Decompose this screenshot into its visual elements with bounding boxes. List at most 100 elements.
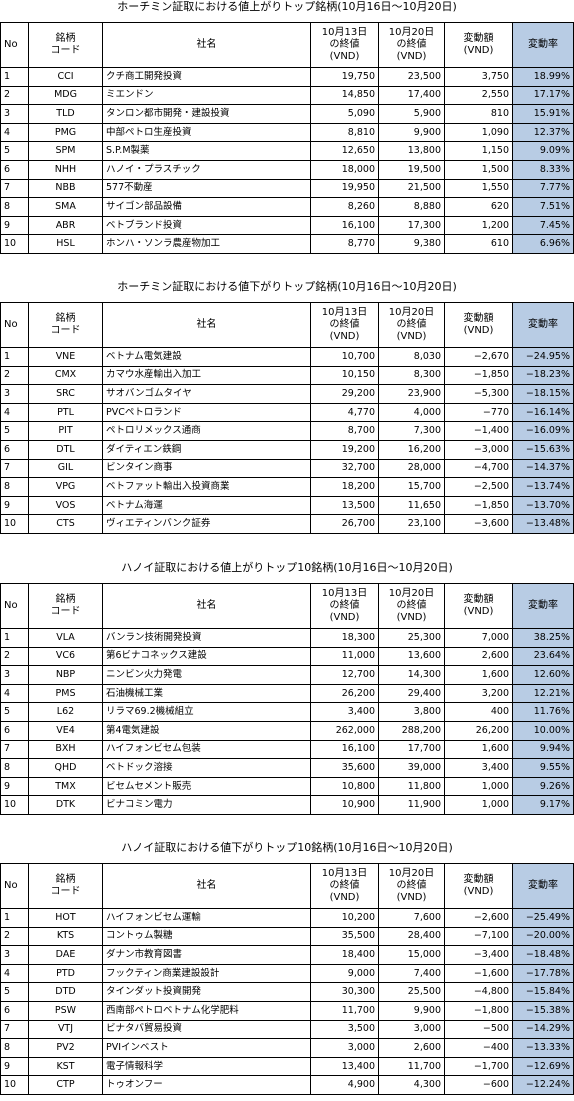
cell: ABR (28, 215, 103, 236)
cell: 3,400 (310, 702, 379, 722)
cell: 12.60% (512, 665, 574, 685)
cell: L62 (28, 702, 103, 722)
header-text: 10月13日 (321, 868, 368, 879)
cell: DTD (28, 982, 103, 1002)
cell: −18.48% (512, 945, 574, 965)
cell: −12.24% (512, 1075, 574, 1095)
header-text: の終値 (396, 319, 427, 330)
cell: 610 (444, 234, 513, 254)
cell: 3 (0, 384, 29, 404)
data-row: 2 CMX カマウ水産輸出入加工 10,150 8,300 −1,850 −18.23% (0, 365, 574, 386)
cell: 6 (0, 439, 29, 460)
data-row: 5 PIT ペトロリメックス通商 8,700 7,300 −1,400 −16.09% (0, 421, 574, 441)
header-text: (VND) (396, 331, 427, 342)
header-text: 銘柄 (55, 594, 76, 605)
section-title: ハノイ証取における値下がりトップ10銘柄(10月16日～10月20日) (121, 841, 453, 854)
cell: 1,600 (444, 665, 513, 685)
cell: 23.64% (512, 646, 574, 667)
header-cell: No (0, 583, 29, 629)
header-text: (VND) (396, 612, 427, 623)
data-row: 3 TLD タンロン都市開発・建設投資 5,090 5,900 810 15.91% (0, 104, 574, 124)
cell: QHD (28, 758, 103, 778)
cell: 39,000 (378, 758, 445, 778)
header-text: コード (50, 886, 81, 897)
cell: PMG (28, 122, 103, 143)
header-text: の終値 (329, 319, 360, 330)
data-row: 7 BXH ハイフォンビセム包装 16,100 17,700 1,600 9.94% (0, 739, 574, 760)
cell: 9.94% (512, 739, 574, 760)
cell: 10,150 (310, 365, 379, 386)
cell: 29,200 (310, 384, 379, 404)
header-text: 変動率 (528, 600, 558, 611)
cell: 3,400 (444, 758, 513, 778)
cell: 1,200 (444, 215, 513, 236)
header-cell: 銘柄 コード (28, 22, 103, 68)
cell: 5 (0, 702, 29, 722)
cell: 7,400 (378, 963, 445, 984)
cell: 8 (0, 197, 29, 217)
cell: −770 (444, 402, 513, 423)
data-row: 6 VE4 第4電気建設 262,000 288,200 26,200 10.00% (0, 720, 574, 741)
cell: S.P.M製薬 (102, 141, 311, 161)
header-text: (VND) (329, 51, 360, 62)
cell: 25,300 (378, 628, 445, 648)
cell: 14,850 (310, 85, 379, 106)
header-text: 10月13日 (321, 588, 368, 599)
cell: DTL (28, 439, 103, 460)
cell: −14.29% (512, 1019, 574, 1040)
header-cell: 変動額 (VND) (444, 22, 513, 68)
header-text: 10月20日 (388, 307, 435, 318)
header-text: No (4, 600, 18, 611)
header-cell: 社名 (102, 302, 311, 348)
header-text: (VND) (463, 325, 494, 336)
cell: 23,100 (378, 514, 445, 534)
header-text: の終値 (396, 39, 427, 50)
cell: −3,600 (444, 514, 513, 534)
cell: DTK (28, 795, 103, 815)
cell: ペトロリメックス通商 (102, 421, 311, 441)
cell: NBP (28, 665, 103, 685)
header-text: (VND) (396, 51, 427, 62)
header-text: 銘柄 (55, 874, 76, 885)
cell: −20.00% (512, 926, 574, 947)
cell: 8,770 (310, 234, 379, 254)
cell: ハイフォンビセム運輸 (102, 908, 311, 928)
cell: 2 (0, 646, 29, 667)
cell: 3,000 (378, 1019, 445, 1040)
cell: PSW (28, 1000, 103, 1021)
data-row: 10 HSL ホンハ・ソンラ農産物加工 8,770 9,380 610 6.96% (0, 234, 574, 254)
header-row: No 銘柄 コード 社名 10月13日 の終値 (VND) 10月20日 の終値 (VND) 変動額… (0, 22, 574, 68)
cell: PMS (28, 683, 103, 704)
cell: 18.99% (512, 67, 574, 87)
cell: 4,900 (310, 1075, 379, 1095)
cell: 19,500 (378, 159, 445, 180)
cell: 10 (0, 1075, 29, 1095)
cell: 26,700 (310, 514, 379, 534)
header-cell: 変動額 (VND) (444, 302, 513, 348)
cell: 10,900 (310, 795, 379, 815)
data-row: 3 DAE ダナン市教育図書 18,400 15,000 −3,400 −18.48% (0, 945, 574, 965)
cell: 2,600 (444, 646, 513, 667)
header-text: (VND) (396, 892, 427, 903)
cell: 11,800 (378, 776, 445, 797)
cell: 8,300 (378, 365, 445, 386)
table-section: ハノイ証取における値上がりトップ10銘柄(10月16日～10月20日) No 銘柄コ… (0, 561, 574, 815)
header-cell: 10月13日 の終値 (VND) (310, 863, 379, 909)
cell: 8,260 (310, 197, 379, 217)
cell: −1,700 (444, 1056, 513, 1077)
header-cell: 10月13日 の終値 (VND) (310, 583, 379, 629)
cell: ベトブランド投資 (102, 215, 311, 236)
cell: 2,600 (378, 1038, 445, 1058)
cell: 西南部ペトロベトナム化学肥料 (102, 1000, 311, 1021)
cell: −15.63% (512, 439, 574, 460)
cell: 4 (0, 122, 29, 143)
cell: VTJ (28, 1019, 103, 1040)
cell: CTS (28, 514, 103, 534)
cell: −1,400 (444, 421, 513, 441)
cell: 4,000 (378, 402, 445, 423)
cell: VC6 (28, 646, 103, 667)
cell: 17,300 (378, 215, 445, 236)
cell: −13.48% (512, 514, 574, 534)
cell: 13,500 (310, 495, 379, 516)
cell: 5,900 (378, 104, 445, 124)
